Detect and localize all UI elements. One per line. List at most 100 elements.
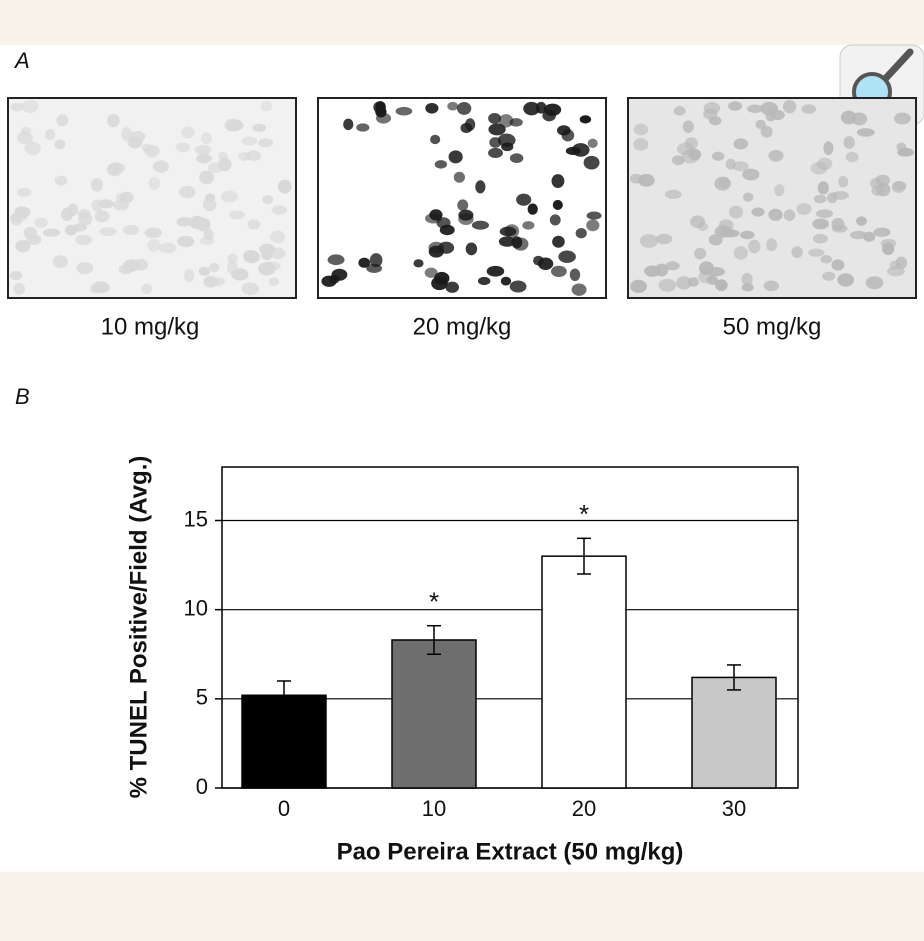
cell <box>78 212 93 226</box>
cell <box>896 142 907 151</box>
cell <box>268 277 280 286</box>
cell <box>17 131 34 145</box>
cell <box>711 151 725 161</box>
cell <box>395 106 413 116</box>
x-tick-label: 10 <box>422 796 446 821</box>
cell <box>106 113 120 128</box>
cell <box>220 190 238 203</box>
cell <box>113 199 130 211</box>
cell <box>209 262 220 273</box>
cell <box>176 217 193 227</box>
cell <box>527 203 538 215</box>
cell <box>270 247 286 260</box>
cell <box>56 114 69 127</box>
cell <box>537 257 554 270</box>
cell <box>812 233 828 244</box>
cell <box>549 214 561 226</box>
cell <box>434 271 450 285</box>
cell <box>122 224 140 236</box>
cell <box>498 114 514 128</box>
cell <box>733 246 748 260</box>
cell <box>194 145 212 155</box>
cell <box>453 171 466 183</box>
cell <box>729 205 744 219</box>
cell <box>552 235 565 248</box>
cell <box>633 123 649 136</box>
cell <box>196 153 212 164</box>
panel-label: A <box>13 48 30 73</box>
cell <box>424 267 438 278</box>
cell <box>741 283 754 292</box>
cell <box>241 136 258 146</box>
cell <box>522 221 535 230</box>
cell <box>200 132 212 145</box>
cell <box>147 239 161 252</box>
cell <box>742 168 760 181</box>
cell <box>808 248 825 257</box>
cell <box>743 192 754 202</box>
cell <box>509 280 527 293</box>
cell <box>820 255 833 264</box>
cell <box>755 119 766 129</box>
cell <box>226 119 244 131</box>
cell <box>61 207 73 222</box>
cell <box>76 262 94 275</box>
cell <box>121 127 132 142</box>
cell <box>813 194 827 204</box>
significance-marker: * <box>579 499 589 529</box>
cell <box>796 203 812 215</box>
cell <box>748 239 761 254</box>
cell <box>94 210 110 223</box>
panel-label: B <box>15 384 30 409</box>
cell <box>763 280 779 292</box>
cell <box>886 266 905 277</box>
cell <box>89 284 101 294</box>
cell <box>774 184 785 197</box>
cell <box>488 147 503 158</box>
y-axis-label: % TUNEL Positive/Field (Avg.) <box>125 456 152 799</box>
caption: 20 mg/kg <box>413 313 512 340</box>
cell <box>65 224 77 236</box>
cell <box>565 146 581 156</box>
cell <box>486 265 505 277</box>
cell <box>556 125 571 136</box>
cell <box>366 263 383 273</box>
cell <box>375 101 386 114</box>
cell <box>664 189 682 200</box>
x-tick-label: 30 <box>722 796 746 821</box>
cell <box>465 242 478 256</box>
cell <box>871 185 884 196</box>
cell <box>638 173 655 187</box>
cell <box>115 192 127 202</box>
cell <box>768 149 784 162</box>
cell <box>199 170 214 185</box>
cell <box>831 259 845 271</box>
cell <box>91 199 104 212</box>
significance-marker: * <box>429 587 439 617</box>
cell <box>728 101 743 111</box>
cell <box>54 175 68 186</box>
cell <box>822 271 836 281</box>
cell <box>34 217 48 229</box>
cell <box>791 246 803 258</box>
cell <box>751 207 765 217</box>
cell <box>815 209 833 219</box>
bar <box>541 555 627 789</box>
cell <box>457 199 469 211</box>
cell <box>458 209 474 221</box>
cell <box>456 101 472 115</box>
cell <box>655 263 669 277</box>
cell <box>498 236 516 247</box>
cell <box>740 230 755 240</box>
cell <box>579 115 592 124</box>
cell <box>52 255 68 268</box>
cell <box>673 106 686 116</box>
cell <box>227 253 238 264</box>
cell <box>760 125 773 138</box>
cell <box>270 230 286 244</box>
cell <box>252 123 267 132</box>
cell <box>569 268 581 282</box>
cell <box>10 102 24 112</box>
cell <box>21 99 39 113</box>
cell <box>90 178 104 192</box>
